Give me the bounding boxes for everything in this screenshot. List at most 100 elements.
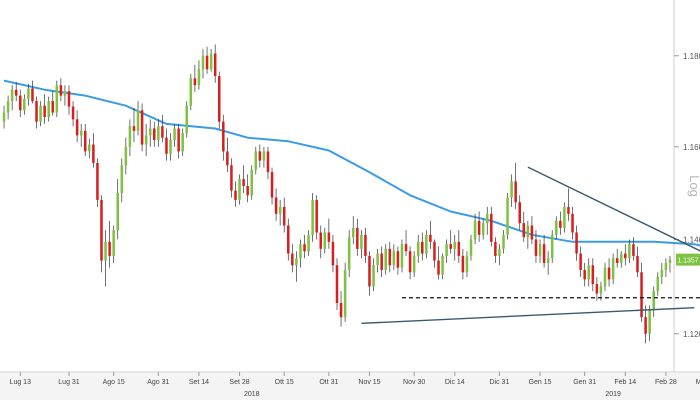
upper-trendline (527, 166, 700, 252)
candle-body (628, 244, 631, 259)
candle-body (636, 255, 639, 273)
candle-body (59, 85, 63, 96)
candle-body (51, 101, 55, 113)
candle-body (307, 234, 310, 252)
candle-body (213, 53, 217, 77)
x-tick-label: Lug 31 (58, 379, 80, 386)
candle-body (343, 269, 347, 318)
candle-body (258, 151, 262, 161)
candle-body (217, 76, 221, 122)
x-tick-label: Feb 28 (655, 379, 677, 386)
candle-body (262, 151, 266, 161)
x-tick-label: Ott 31 (319, 379, 338, 386)
y-tick-label: 1.1200 (683, 330, 700, 339)
candle-body (136, 110, 140, 131)
candle-body (148, 128, 152, 136)
candle-body (392, 251, 396, 266)
x-tick-label: Set 14 (189, 379, 209, 386)
candle-body (469, 239, 473, 256)
candle-body (624, 253, 627, 259)
candle-body (360, 234, 363, 249)
x-tick-label: Dic 14 (445, 379, 465, 386)
candle-body (619, 253, 623, 263)
y-tick-label: 1.1600 (683, 143, 700, 152)
year-label: 2019 (605, 391, 621, 398)
year-label: 2018 (244, 391, 260, 398)
candle-body (226, 151, 229, 166)
x-tick-label: Gen 31 (573, 379, 596, 386)
candle-body (494, 241, 497, 256)
candle-body (526, 225, 530, 238)
candle-body (648, 310, 651, 334)
candle-body (465, 255, 469, 273)
candle-body (161, 126, 164, 138)
candle-body (433, 241, 436, 261)
candle-body (339, 302, 343, 318)
candle-body (380, 253, 383, 270)
candle-body (364, 234, 367, 256)
x-tick-label: Set 28 (229, 379, 249, 386)
candle-body (490, 213, 493, 242)
candle-body (522, 223, 526, 238)
candle-body (104, 241, 107, 261)
candle-body (242, 179, 245, 187)
candle-body (144, 135, 148, 145)
candle-body (79, 130, 83, 136)
candle-body (356, 227, 359, 249)
candle-body (412, 255, 416, 273)
candle-body (530, 225, 534, 240)
candle-body (575, 232, 578, 254)
candle-body (461, 255, 465, 273)
candle-body (108, 241, 111, 256)
candle-body (173, 128, 176, 140)
candle-body (282, 206, 286, 226)
candle-body (189, 78, 193, 106)
x-tick-label: Ago 15 (103, 379, 125, 386)
candle-body (2, 112, 6, 122)
candle-body (441, 255, 444, 275)
candle-body (368, 255, 371, 287)
candle-body (595, 284, 599, 294)
candle-body (165, 137, 168, 154)
candle-body (291, 253, 294, 266)
candle-body (116, 192, 119, 231)
y-tick-label: 1.1400 (683, 236, 700, 245)
candle-body (611, 258, 615, 280)
candle-body (169, 139, 172, 154)
candle-body (534, 239, 538, 256)
candle-body (550, 234, 554, 259)
candle-body (416, 241, 420, 256)
candle-body (193, 78, 197, 86)
candle-body (652, 291, 655, 311)
candle-body (88, 144, 91, 152)
candle-body (266, 151, 270, 173)
candle-body (668, 259, 672, 263)
candle-body (185, 105, 189, 134)
candle-body (327, 232, 331, 242)
candle-body (23, 98, 26, 111)
candle-body (599, 286, 603, 294)
x-axis-band (0, 373, 700, 400)
candle-body (19, 95, 22, 111)
candle-body (181, 133, 184, 152)
candle-body (14, 89, 18, 96)
x-tick-label: Nov 15 (358, 379, 380, 386)
candle-body (640, 272, 643, 318)
candle-body (75, 119, 79, 136)
candle-body (425, 234, 428, 254)
candle-body (132, 126, 136, 131)
candle-body (234, 190, 237, 200)
candle-body (502, 234, 505, 249)
candle-body (644, 317, 647, 334)
candle-body (201, 55, 205, 70)
log-scale-label: Log (687, 175, 700, 197)
candle-body (140, 110, 144, 145)
candle-body (39, 105, 42, 122)
candle-body (63, 91, 67, 96)
candle-body (457, 241, 461, 256)
candle-body (445, 244, 448, 256)
candle-body (254, 151, 258, 170)
candle-body (449, 244, 452, 249)
